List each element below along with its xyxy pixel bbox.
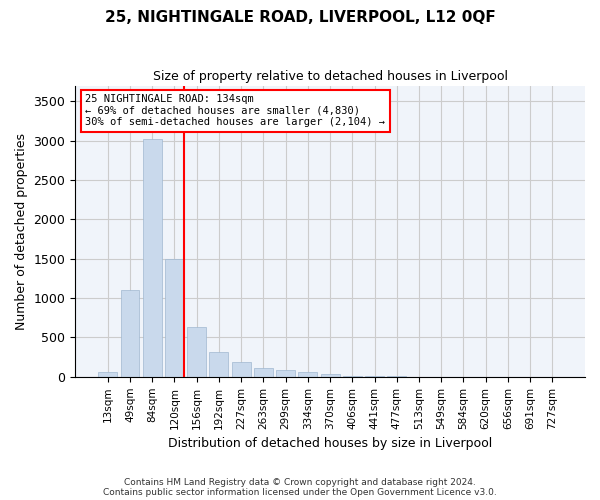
Bar: [320, 374, 340, 377]
Bar: [143, 139, 161, 377]
Text: Contains HM Land Registry data © Crown copyright and database right 2024.
Contai: Contains HM Land Registry data © Crown c…: [103, 478, 497, 497]
Bar: [343, 376, 362, 377]
Y-axis label: Number of detached properties: Number of detached properties: [15, 132, 28, 330]
Bar: [254, 368, 273, 377]
Bar: [165, 258, 184, 377]
X-axis label: Distribution of detached houses by size in Liverpool: Distribution of detached houses by size …: [168, 437, 492, 450]
Bar: [209, 352, 229, 377]
Bar: [365, 376, 384, 377]
Text: 25, NIGHTINGALE ROAD, LIVERPOOL, L12 0QF: 25, NIGHTINGALE ROAD, LIVERPOOL, L12 0QF: [104, 10, 496, 25]
Bar: [98, 372, 117, 377]
Bar: [298, 372, 317, 377]
Bar: [232, 362, 251, 377]
Bar: [121, 290, 139, 377]
Bar: [187, 327, 206, 377]
Bar: [276, 370, 295, 377]
Text: 25 NIGHTINGALE ROAD: 134sqm
← 69% of detached houses are smaller (4,830)
30% of : 25 NIGHTINGALE ROAD: 134sqm ← 69% of det…: [85, 94, 385, 128]
Title: Size of property relative to detached houses in Liverpool: Size of property relative to detached ho…: [152, 70, 508, 83]
